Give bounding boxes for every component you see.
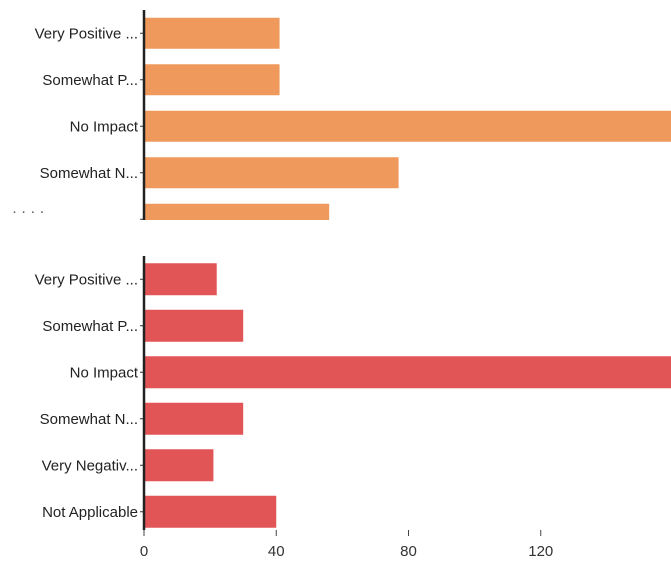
- bar-2: [145, 64, 280, 96]
- x-tick-label: 40: [268, 543, 285, 560]
- bar-5: [145, 449, 214, 482]
- bar-1: [145, 17, 280, 49]
- category-label: Not Applicable: [42, 504, 138, 521]
- category-label: Very Negativ...: [42, 457, 138, 474]
- bar-5: [145, 203, 330, 220]
- bar-6: [145, 495, 277, 528]
- x-tick-label: 80: [400, 543, 417, 560]
- category-label: Somewhat P...: [42, 318, 138, 335]
- x-tick-label: 0: [140, 543, 148, 560]
- top-panel: Very Positive ... Somewhat P... No Impact S…: [12, 10, 671, 220]
- bar-2: [145, 309, 244, 342]
- category-label: Somewhat N...: [40, 165, 138, 182]
- category-label: Somewhat N...: [40, 411, 138, 428]
- x-tick-label: 120: [528, 543, 553, 560]
- bar-4: [145, 402, 244, 435]
- bars: [145, 263, 671, 528]
- category-label-cut: · · · ·: [12, 203, 44, 220]
- bar-3: [145, 110, 671, 142]
- bars: [145, 17, 671, 220]
- bottom-panel: Very Positive ... Somewhat P... No Impact S…: [35, 256, 671, 530]
- category-label: Very Positive ...: [35, 271, 138, 288]
- x-axis: 0 40 80 120: [140, 530, 553, 560]
- category-label: Somewhat P...: [42, 72, 138, 89]
- category-label: No Impact: [70, 118, 139, 135]
- bar-1: [145, 263, 217, 296]
- category-label: Very Positive ...: [35, 25, 138, 42]
- bar-4: [145, 157, 399, 189]
- category-label: No Impact: [70, 364, 139, 381]
- bar-3: [145, 356, 671, 389]
